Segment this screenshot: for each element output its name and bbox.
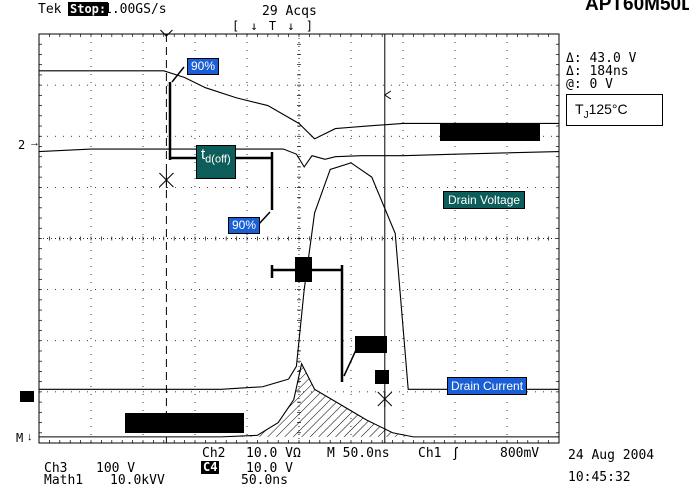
cursor-position-readout: @: 0 V: [566, 77, 613, 92]
cursors: [159, 29, 393, 443]
stop-badge: Stop:: [68, 2, 109, 16]
rising-edge-icon: ʃ: [454, 444, 458, 460]
ch3-label: Ch3: [44, 461, 68, 476]
annotation-lines: [168, 66, 357, 382]
ch2-scale: 10.0 VΩ: [246, 446, 301, 461]
trigger-position-bar: [ ↓ T ↓ ]: [232, 19, 316, 33]
label-drain-voltage: Drain Voltage: [443, 191, 526, 209]
math1-label: Math1: [44, 473, 84, 488]
math1-timebase: 50.0ns: [241, 473, 288, 488]
math-arrow-icon: ↓: [27, 431, 33, 443]
drain-voltage-trace: [38, 148, 560, 168]
c4-badge: C4: [201, 460, 220, 474]
ch1-label: Ch1: [418, 446, 442, 461]
label-drain-current: Drain Current: [447, 377, 528, 395]
delta-time-readout: Δ: 184ns: [566, 64, 629, 79]
math1-scale: 10.0kVV: [110, 473, 165, 488]
label-90pct-drain: 90%: [228, 217, 261, 234]
energy-area: [39, 363, 559, 437]
redacted-block: [125, 413, 244, 433]
trigger-level: 800mV: [500, 446, 540, 461]
date-readout: 24 Aug 2004: [568, 448, 655, 463]
tj-sub: J: [583, 109, 589, 121]
label-90pct-gate: 90%: [187, 58, 220, 75]
ch2-ground-marker: 2: [18, 138, 26, 152]
acquisition-count: 29 Acqs: [262, 4, 317, 19]
traces: [38, 70, 560, 438]
pointer-current-low: [343, 349, 357, 377]
pointer-90pct-gate: [171, 66, 185, 83]
cursor-2-side-arrow: [383, 90, 392, 100]
cursor-1-top-arrow: [160, 29, 173, 37]
drain-current-trace: [39, 162, 559, 390]
redacted-block: [295, 257, 312, 282]
ch2-arrow-icon: →: [29, 137, 40, 149]
delta-voltage-readout: Δ: 43.0 V: [566, 51, 637, 66]
part-number: APT60M50LL: [585, 0, 689, 15]
label-td-off: td(off): [196, 145, 236, 179]
ch2-label: Ch2: [202, 446, 226, 461]
redacted-block: [375, 370, 389, 384]
time-readout: 10:45:32: [568, 470, 631, 485]
sample-rate: 1.00GS/s: [104, 2, 167, 17]
timebase: M 50.0ns: [327, 446, 390, 461]
ch4-ground-marker: [20, 391, 34, 402]
math-ground-marker: M: [16, 431, 24, 445]
ch3-scale: 100 V: [96, 461, 136, 476]
switching-energy-trace: [39, 362, 559, 438]
redacted-block: [355, 336, 387, 353]
tj-label: T: [575, 101, 584, 117]
gate-voltage-trace: [39, 70, 559, 140]
td-off-sub: d(off): [205, 153, 231, 166]
td-off-main: t: [201, 146, 206, 163]
redacted-block: [440, 124, 540, 141]
c4-scale: 10.0 V: [246, 461, 293, 476]
tj-value: 125°C: [588, 101, 628, 117]
brand-label: Tek: [38, 2, 62, 17]
junction-temp-box: TJ125°C: [566, 94, 663, 126]
